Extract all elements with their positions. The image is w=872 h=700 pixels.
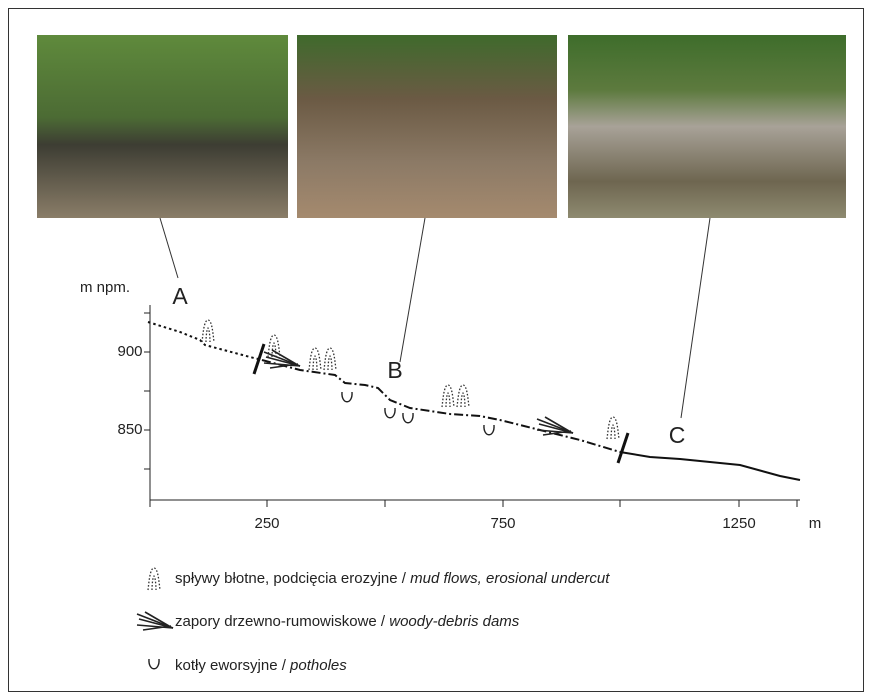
profile [148, 322, 800, 480]
leader-a [160, 218, 178, 278]
legend: spływy błotne, podcięcia erozyjne / mud … [137, 568, 610, 674]
legend-entry: zapory drzewno-rumowiskowe / woody-debri… [175, 613, 520, 630]
y-tick-label: 850 [117, 421, 142, 438]
legend-polish: spływy błotne, podcięcia erozyjne / [175, 570, 407, 587]
legend-polish: zapory drzewno-rumowiskowe / [175, 613, 386, 630]
legend-pothole [149, 659, 159, 669]
x-tick-label: 750 [490, 515, 515, 532]
mud-flow [309, 348, 321, 370]
legend-entry: spływy błotne, podcięcia erozyjne / mud … [175, 570, 610, 587]
legend-mud-flow [148, 568, 160, 590]
photo-label: C [669, 422, 686, 448]
mud-flow [324, 348, 336, 370]
legend-woody-dam [137, 612, 173, 630]
y-axis-label: m npm. [80, 279, 130, 296]
mud-flow [607, 417, 619, 439]
x-unit: m [809, 515, 822, 532]
photo-label: A [172, 283, 188, 309]
minor-ticks [144, 313, 797, 507]
profile-solid [620, 452, 800, 480]
x-tick-label: 1250 [722, 515, 755, 532]
barrier [618, 433, 628, 463]
legend-english: potholes [289, 657, 347, 674]
symbols [202, 320, 619, 439]
legend-english: woody-debris dams [389, 613, 520, 630]
woody-dam [537, 417, 573, 435]
y-tick-label: 900 [117, 343, 142, 360]
leader-b [400, 218, 425, 362]
mud-flow [442, 385, 454, 407]
photo-label: B [387, 357, 402, 383]
pothole [385, 408, 395, 418]
mud-flow [457, 385, 469, 407]
barrier [254, 344, 264, 374]
profile-dashdot [262, 360, 620, 452]
legend-polish: kotły eworsyjne / [175, 657, 287, 674]
photo-a [37, 35, 288, 218]
mud-flow [202, 320, 214, 342]
figure: A B C m npm. m spływy bło [0, 0, 872, 700]
axes [144, 305, 800, 507]
woody-dam [264, 350, 300, 368]
legend-english: mud flows, erosional undercut [410, 570, 610, 587]
leaders [160, 218, 710, 418]
pothole [403, 413, 413, 423]
photo-c [568, 35, 846, 218]
pothole [484, 425, 494, 435]
profile-dotted [148, 322, 262, 360]
legend-entry: kotły eworsyjne / potholes [175, 657, 347, 674]
photo-b [297, 35, 557, 218]
leader-c [681, 218, 710, 418]
pothole [342, 392, 352, 402]
x-tick-label: 250 [254, 515, 279, 532]
